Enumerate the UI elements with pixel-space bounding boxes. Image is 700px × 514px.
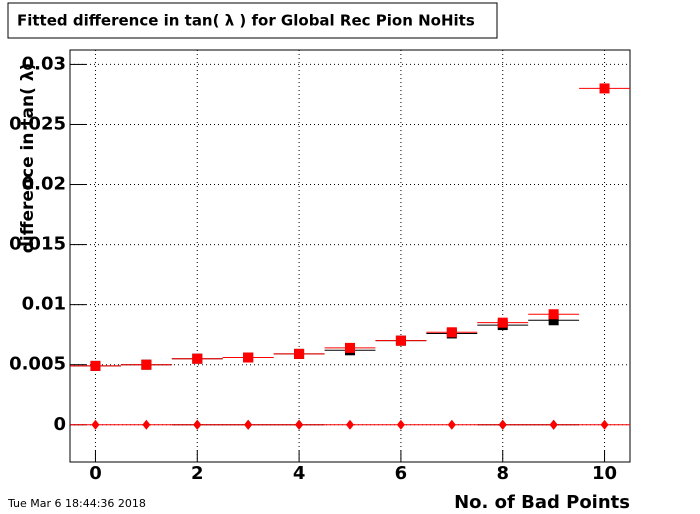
marker (600, 419, 609, 430)
y-axis-label: difference in tan( λ) (18, 63, 38, 254)
x-tick-label: 10 (592, 463, 617, 484)
marker (141, 359, 152, 370)
marker (497, 317, 508, 328)
marker (193, 419, 202, 430)
marker (244, 419, 253, 430)
x-tick-label: 2 (191, 463, 204, 484)
marker (548, 309, 559, 320)
marker (90, 360, 101, 371)
y-tick-label: 0 (53, 414, 66, 435)
marker (549, 419, 558, 430)
marker (345, 342, 355, 353)
marker (295, 419, 304, 430)
marker (447, 419, 456, 430)
chart-title: Fitted difference in tan( λ ) for Global… (17, 12, 475, 30)
y-tick-label: 0.03 (22, 53, 66, 74)
marker (498, 419, 507, 430)
marker (192, 353, 203, 364)
title-box (7, 2, 498, 39)
marker (446, 327, 457, 338)
y-tick-label: 0.02 (22, 174, 66, 195)
marker (395, 335, 406, 346)
marker (548, 315, 559, 326)
x-tick-label: 6 (395, 463, 408, 484)
marker (396, 419, 405, 430)
marker (599, 83, 610, 94)
y-tick-label: 0.015 (9, 234, 66, 255)
marker (91, 419, 100, 430)
marker (243, 352, 254, 363)
x-tick-label: 8 (496, 463, 509, 484)
x-tick-label: 4 (293, 463, 306, 484)
y-tick-label: 0.01 (22, 294, 66, 315)
y-tick-label: 0.005 (9, 354, 66, 375)
timestamp: Tue Mar 6 18:44:36 2018 (7, 497, 146, 510)
marker (346, 419, 354, 430)
x-tick-label: 0 (89, 463, 102, 484)
marker (142, 419, 151, 430)
y-tick-label: 0.025 (9, 113, 66, 134)
marker (294, 348, 305, 359)
plot-frame (69, 49, 631, 463)
x-axis-label: No. of Bad Points (454, 492, 630, 513)
